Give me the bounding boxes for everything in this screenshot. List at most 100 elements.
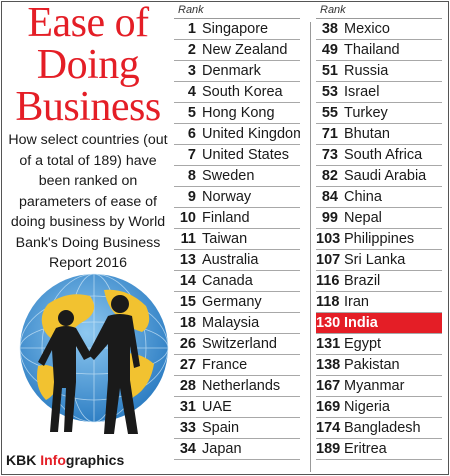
country-name: Mexico	[344, 21, 390, 37]
rank-number: 73	[321, 147, 338, 163]
table-row: 189 Eritrea	[316, 439, 442, 460]
country-name: Japan	[202, 441, 242, 457]
table-row: 167 Myanmar	[316, 376, 442, 397]
country-name: Bhutan	[344, 126, 390, 142]
country-name: Norway	[202, 189, 252, 205]
table-row: 4 South Korea	[174, 82, 300, 103]
table-row: 5 Hong Kong	[174, 103, 300, 124]
country-name: Iran	[344, 294, 369, 310]
rank-number: 9	[187, 189, 196, 205]
table-row: 107 Sri Lanka	[316, 250, 442, 271]
country-name: Bangladesh	[344, 420, 421, 436]
rank-number: 3	[187, 63, 196, 79]
rank-number: 1	[187, 21, 196, 37]
country-name: Taiwan	[202, 231, 248, 247]
credit-accent: Info	[40, 452, 66, 468]
country-name: Switzerland	[202, 336, 277, 352]
table-row: 6 United Kingdom	[174, 124, 300, 145]
country-name: Turkey	[344, 105, 388, 121]
table-row: 53 Israel	[316, 82, 442, 103]
rank-number: 10	[179, 210, 196, 226]
country-name: Singapore	[202, 21, 269, 37]
rank-number: 8	[187, 168, 196, 184]
country-name: Malaysia	[202, 315, 260, 331]
title-line-2: Doing	[36, 42, 140, 88]
country-name: Netherlands	[202, 378, 281, 394]
table-row: 18 Malaysia	[174, 313, 300, 334]
rank-number: 107	[316, 252, 341, 268]
country-name: Finland	[202, 210, 250, 226]
country-name: Sri Lanka	[344, 252, 406, 268]
country-name: Russia	[344, 63, 389, 79]
rank-number: 38	[321, 21, 338, 37]
country-name: Spain	[202, 420, 240, 436]
country-name: Sweden	[202, 168, 255, 184]
rank-number: 130	[316, 315, 341, 331]
table-row: 103 Philippines	[316, 229, 442, 250]
rank-number: 169	[316, 399, 341, 415]
rank-header-1: Rank	[178, 4, 204, 16]
rank-number: 34	[179, 441, 196, 457]
rank-number: 4	[187, 84, 196, 100]
left-panel: Ease of Doing Business How select countr…	[0, 0, 172, 476]
table-row-highlighted: 130 India	[316, 313, 442, 334]
country-name: New Zealand	[202, 42, 288, 58]
table-row: 28 Netherlands	[174, 376, 300, 397]
country-name: UAE	[202, 399, 232, 415]
rank-number: 51	[321, 63, 338, 79]
country-name: United States	[202, 147, 290, 163]
country-name: Myanmar	[344, 378, 405, 394]
table-row: 13 Australia	[174, 250, 300, 271]
country-name: Saudi Arabia	[344, 168, 427, 184]
country-name: Thailand	[344, 42, 400, 58]
rank-number: 167	[316, 378, 341, 394]
table-row: 99 Nepal	[316, 208, 442, 229]
country-name: Brazil	[344, 273, 381, 289]
rank-header-2: Rank	[320, 4, 346, 16]
rank-number: 99	[321, 210, 338, 226]
rank-list-1: 1 Singapore 2 New Zealand 3 Denmark 4 South Kor…	[174, 18, 300, 460]
rank-number: 84	[321, 189, 338, 205]
rank-number: 116	[316, 273, 340, 289]
table-row: 138 Pakistan	[316, 355, 442, 376]
table-row: 11 Taiwan	[174, 229, 300, 250]
rank-number: 28	[179, 378, 196, 394]
table-row: 82 Saudi Arabia	[316, 166, 442, 187]
table-row: 131 Egypt	[316, 334, 442, 355]
description-text: How select countries (out of a total of …	[8, 132, 168, 271]
country-name: Germany	[202, 294, 262, 310]
table-row: 31 UAE	[174, 397, 300, 418]
table-row: 15 Germany	[174, 292, 300, 313]
country-name: Egypt	[344, 336, 382, 352]
rank-number: 55	[321, 105, 338, 121]
table-row: 174 Bangladesh	[316, 418, 442, 439]
credit-prefix: KBK	[6, 452, 41, 468]
rank-number: 174	[316, 420, 341, 436]
rank-column-2: Rank 38 Mexico 49 Thailand 51 Russia 53 Israel 5…	[316, 0, 442, 460]
table-row: 26 Switzerland	[174, 334, 300, 355]
rank-number: 6	[187, 126, 196, 142]
column-divider	[310, 22, 311, 472]
rank-number: 18	[179, 315, 196, 331]
country-name: Denmark	[202, 63, 261, 79]
country-name: South Africa	[344, 147, 423, 163]
table-row: 10 Finland	[174, 208, 300, 229]
table-row: 118 Iran	[316, 292, 442, 313]
table-row: 49 Thailand	[316, 40, 442, 61]
rank-number: 118	[316, 294, 340, 310]
credit-suffix: graphics	[65, 452, 125, 468]
table-row: 73 South Africa	[316, 145, 442, 166]
table-row: 38 Mexico	[316, 19, 442, 40]
table-row: 116 Brazil	[316, 271, 442, 292]
rank-number: 11	[180, 231, 196, 247]
country-name: China	[344, 189, 382, 205]
country-name: Eritrea	[344, 441, 387, 457]
rank-number: 71	[321, 126, 338, 142]
infographic-title: Ease of Doing Business	[6, 2, 170, 128]
rank-number: 27	[179, 357, 196, 373]
country-name: South Korea	[202, 84, 283, 100]
globe-handshake-illustration	[19, 273, 169, 434]
table-row: 9 Norway	[174, 187, 300, 208]
country-name: Pakistan	[344, 357, 400, 373]
